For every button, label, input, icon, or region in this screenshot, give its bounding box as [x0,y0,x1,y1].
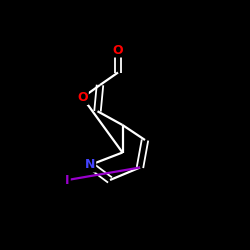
Text: I: I [65,174,70,186]
Text: O: O [113,44,123,57]
Text: O: O [77,91,88,104]
Text: N: N [85,158,95,172]
